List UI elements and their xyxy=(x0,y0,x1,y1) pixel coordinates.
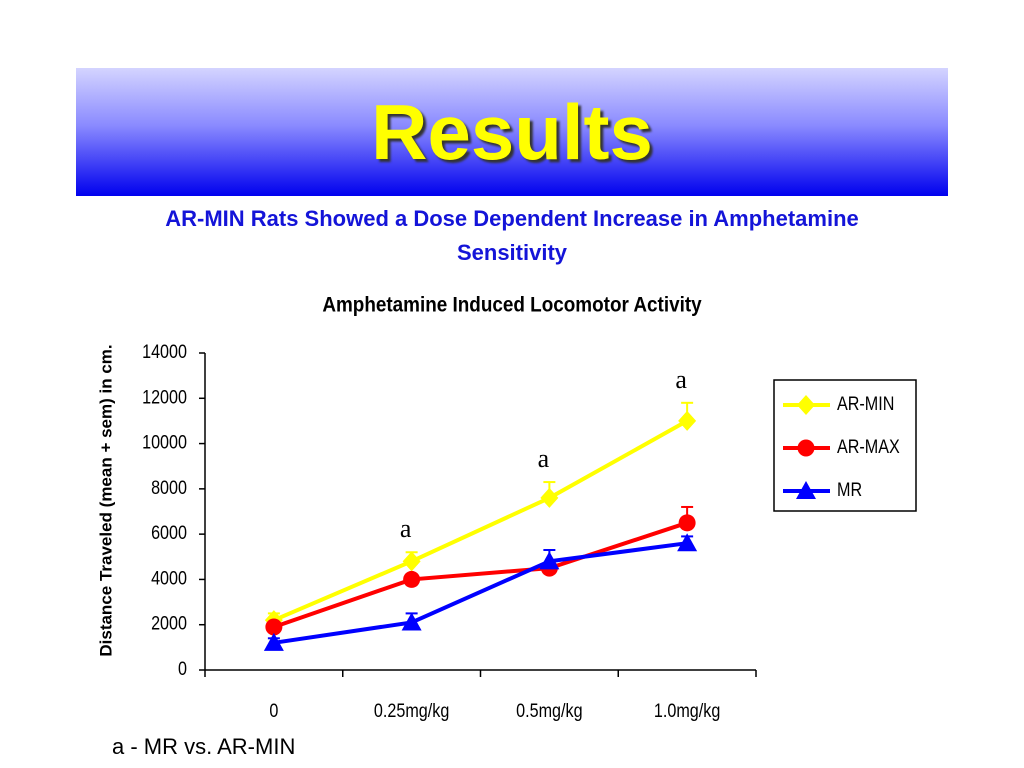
marker xyxy=(796,481,816,499)
y-tick-label: 8000 xyxy=(151,477,187,499)
marker xyxy=(677,533,698,552)
y-tick-label: 2000 xyxy=(151,612,187,634)
slide-subtitle: AR-MIN Rats Showed a Dose Dependent Incr… xyxy=(165,206,859,265)
y-tick-label: 14000 xyxy=(142,341,187,363)
annotation: a xyxy=(400,514,412,543)
y-tick-label: 6000 xyxy=(151,522,187,544)
marker xyxy=(678,410,697,431)
slide-title: Results xyxy=(371,88,653,176)
x-tick-label: 0 xyxy=(269,700,278,722)
marker xyxy=(678,514,696,532)
y-tick-label: 0 xyxy=(178,658,187,680)
series-line xyxy=(273,541,688,645)
legend-label: AR-MIN xyxy=(837,393,894,415)
marker xyxy=(401,612,422,631)
marker xyxy=(797,395,815,415)
series-line xyxy=(273,520,688,629)
series-line xyxy=(273,419,689,623)
annotation: a xyxy=(675,365,687,394)
marker xyxy=(797,439,815,457)
legend-label: MR xyxy=(837,479,862,501)
marker xyxy=(263,632,284,651)
marker xyxy=(402,551,421,572)
x-tick-label: 1.0mg/kg xyxy=(654,700,720,722)
y-tick-label: 10000 xyxy=(142,431,187,453)
marker xyxy=(540,487,559,508)
y-tick-label: 4000 xyxy=(151,567,187,589)
header-banner: Results xyxy=(76,68,948,196)
chart-title: Amphetamine Induced Locomotor Activity xyxy=(322,294,701,317)
legend: AR-MIN AR-MAX MR xyxy=(773,379,917,512)
y-tick-label: 12000 xyxy=(142,386,187,408)
marker xyxy=(403,570,421,588)
x-tick-label: 0.25mg/kg xyxy=(374,700,449,722)
marker xyxy=(539,551,560,570)
x-tick-label: 0.5mg/kg xyxy=(516,700,582,722)
y-axis-label: Distance Traveled (mean + sem) in cm. xyxy=(96,344,116,657)
legend-label: AR-MAX xyxy=(837,436,900,458)
annotation: a xyxy=(538,444,550,473)
footnote: a - MR vs. AR-MIN xyxy=(112,734,296,759)
marker xyxy=(265,618,283,636)
